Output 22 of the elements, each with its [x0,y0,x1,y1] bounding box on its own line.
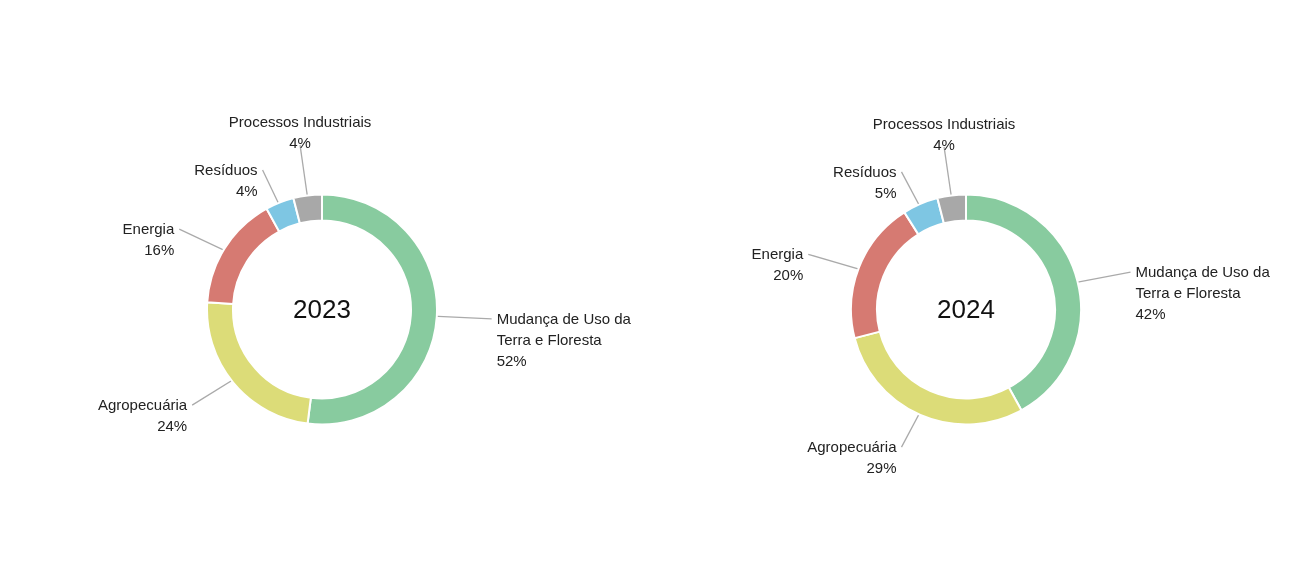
data-label: 16% [144,241,175,259]
slice-label: Energia [122,220,175,238]
slice-label: Mudança de Uso da Terra e Floresta [1135,263,1271,302]
data-label: 29% [866,459,897,477]
slice-label: Energia [751,245,804,263]
slice-label: Resíduos [833,162,897,180]
data-label: 4% [235,182,258,200]
data-label: 4% [289,134,311,152]
slice-label: Processos Industriais [228,113,372,131]
text: 2024 [937,293,995,324]
slice-label: Agropecuária [97,396,188,414]
slice-label: Mudança de Uso da Terra e Floresta [496,309,632,348]
slice-label: Processos Industriais [872,114,1016,132]
text: 2023 [293,293,351,324]
data-label: 4% [933,135,955,153]
data-label: 52% [496,351,527,369]
data-label: 42% [1135,305,1166,323]
data-label: 20% [773,266,804,284]
slice-label: Agropecuária [807,438,898,456]
slice-label: Resíduos [194,161,258,179]
data-label: 24% [157,417,188,435]
data-label: 5% [874,183,897,201]
